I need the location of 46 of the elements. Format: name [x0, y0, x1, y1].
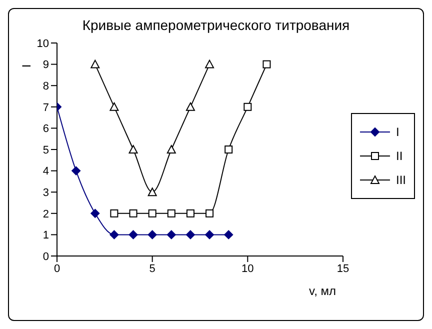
y-tick-label: 6 — [42, 123, 49, 136]
point — [167, 209, 176, 218]
point — [166, 145, 176, 154]
x-axis-title: v, мл — [309, 284, 336, 298]
point — [110, 209, 118, 218]
point — [90, 208, 100, 218]
point — [90, 60, 100, 68]
y-tick-label: 3 — [42, 187, 49, 200]
point — [205, 60, 214, 68]
point — [166, 230, 176, 240]
point — [128, 230, 138, 240]
y-axis-title: I — [20, 64, 34, 68]
point — [206, 209, 214, 218]
y-tick-label: 4 — [42, 166, 49, 178]
point — [72, 166, 81, 176]
point — [244, 102, 252, 111]
y-tick-label: 8 — [42, 80, 49, 93]
chart-title: Кривые амперометрического титрования — [81, 17, 351, 33]
point — [110, 230, 119, 240]
point — [148, 209, 156, 218]
x-tick-label: 15 — [336, 262, 350, 275]
y-tick-label: 9 — [42, 59, 49, 72]
point — [262, 60, 271, 68]
point — [129, 209, 138, 218]
legend-label: I — [396, 124, 400, 138]
point — [205, 230, 214, 240]
point — [186, 209, 194, 218]
y-tick-label: 5 — [42, 144, 49, 156]
y-tick-label: 2 — [42, 208, 49, 220]
point — [186, 230, 195, 240]
x-tick-label: 10 — [242, 262, 254, 275]
x-tick-label: 5 — [149, 262, 156, 275]
legend-label: II — [396, 148, 403, 162]
point — [110, 102, 119, 111]
legend-label: III — [396, 172, 406, 186]
y-tick-label: 1 — [42, 230, 49, 242]
x-tick-label: 0 — [54, 262, 60, 275]
point — [186, 102, 195, 111]
y-tick-label: 7 — [42, 102, 49, 114]
point — [128, 145, 138, 154]
point — [224, 146, 233, 154]
point — [224, 230, 234, 240]
point — [148, 188, 157, 196]
point — [148, 230, 157, 240]
y-tick-label: 0 — [42, 250, 49, 263]
y-tick-label: 10 — [36, 38, 49, 50]
